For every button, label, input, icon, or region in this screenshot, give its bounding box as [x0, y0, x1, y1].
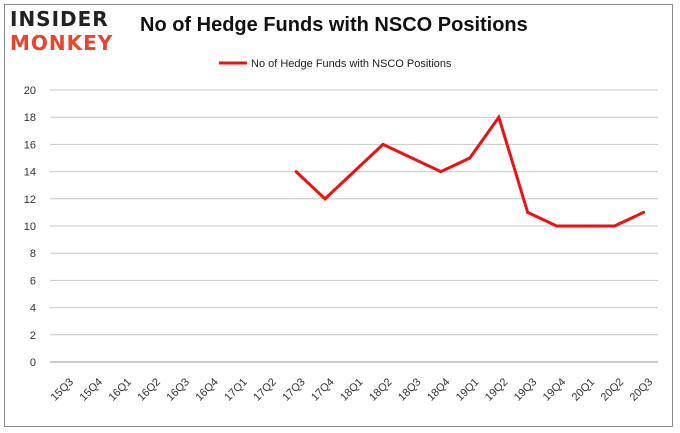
x-tick-label: 16Q1	[106, 376, 134, 404]
data-point	[468, 156, 472, 160]
x-tick-label: 17Q3	[280, 376, 308, 404]
y-tick-label: 2	[30, 330, 36, 342]
data-point	[410, 156, 414, 160]
x-tick-label: 18Q1	[338, 376, 366, 404]
x-tick-label: 19Q2	[483, 376, 511, 404]
x-axis-ticks: 15Q3 15Q4 16Q1 16Q2 16Q3 16Q4 17Q1 17Q2 17Q3 17Q4…	[49, 376, 656, 404]
legend: No of Hedge Funds with NSCO Positions	[219, 58, 452, 70]
y-tick-label: 10	[24, 221, 36, 233]
x-tick-label: 19Q1	[454, 376, 482, 404]
series-group	[294, 113, 646, 228]
x-tick-label: 16Q2	[135, 376, 163, 404]
y-tick-label: 4	[30, 303, 36, 315]
data-point	[584, 224, 588, 228]
data-point	[555, 224, 559, 228]
x-tick-label: 20Q1	[570, 376, 598, 404]
data-point	[642, 210, 646, 214]
x-tick-label: 20Q3	[628, 376, 656, 404]
data-point	[439, 170, 443, 174]
y-tick-label: 20	[24, 85, 36, 97]
y-axis-ticks: 0 2 4 6 8 10 12 14 16 18 20	[24, 85, 36, 369]
chart-frame	[4, 4, 673, 427]
data-point	[613, 224, 617, 228]
data-point	[381, 142, 385, 146]
logo-line1: INSIDER	[10, 7, 109, 31]
y-tick-label: 14	[24, 167, 36, 179]
x-tick-label: 20Q2	[599, 376, 627, 404]
x-tick-label: 18Q4	[425, 376, 453, 404]
data-point	[352, 170, 356, 174]
y-tick-label: 12	[24, 194, 36, 206]
grid-lines	[50, 89, 658, 363]
data-point	[323, 197, 327, 201]
x-tick-label: 15Q3	[49, 376, 77, 404]
x-tick-label: 19Q3	[512, 376, 540, 404]
logo-line2: MONKEY	[10, 31, 114, 55]
y-tick-label: 0	[30, 357, 36, 369]
y-tick-label: 8	[30, 248, 36, 260]
x-tick-label: 18Q3	[396, 376, 424, 404]
legend-label: No of Hedge Funds with NSCO Positions	[251, 58, 452, 70]
data-point	[294, 170, 298, 174]
x-tick-label: 17Q2	[251, 376, 279, 404]
y-tick-label: 18	[24, 112, 36, 124]
chart-title: No of Hedge Funds with NSCO Positions	[140, 14, 528, 36]
insider-monkey-logo: INSIDER MONKEY	[10, 8, 126, 56]
x-tick-label: 17Q4	[309, 376, 337, 404]
x-tick-label: 15Q4	[78, 376, 106, 404]
y-tick-label: 16	[24, 139, 36, 151]
data-point	[497, 115, 501, 119]
y-tick-label: 6	[30, 275, 36, 287]
x-tick-label: 17Q1	[222, 376, 250, 404]
x-tick-label: 16Q4	[193, 376, 221, 404]
data-point	[526, 210, 530, 214]
x-tick-label: 16Q3	[164, 376, 192, 404]
x-tick-label: 19Q4	[541, 376, 569, 404]
x-tick-label: 18Q2	[367, 376, 395, 404]
